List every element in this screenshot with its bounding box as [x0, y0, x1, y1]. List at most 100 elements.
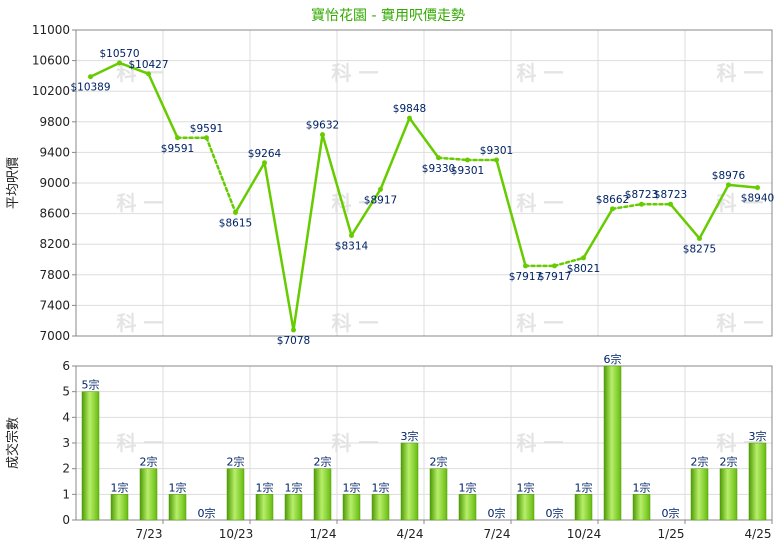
bar-value-label: 5宗 [82, 378, 100, 392]
line-segment [118, 61, 150, 76]
bar-value-label: 1宗 [575, 480, 593, 494]
bar [429, 468, 448, 521]
watermark-text: 科 一 [517, 311, 564, 335]
line-segment [263, 161, 295, 332]
watermark-text: 科 一 [717, 311, 764, 335]
y-tick-label: 1 [62, 487, 70, 501]
bar-value-label: 0宗 [198, 506, 216, 520]
bar-value-label: 2宗 [720, 455, 738, 469]
y-tick-label: 3 [62, 436, 70, 450]
data-label: $8662 [596, 194, 629, 206]
line-segment [408, 116, 440, 160]
bar-value-label: 6宗 [604, 352, 622, 366]
x-tick-label: 7/24 [484, 527, 511, 541]
y-tick-label: 7400 [39, 298, 70, 312]
y-tick-label: 9000 [39, 176, 70, 190]
line-segment [437, 156, 469, 162]
data-label: $7078 [277, 335, 310, 347]
data-point [581, 255, 586, 261]
data-label: $8021 [567, 263, 600, 275]
watermark-text: 科 一 [332, 61, 379, 85]
data-label: $7917 [538, 271, 571, 283]
line-segment [727, 183, 759, 189]
bar-value-label: 1宗 [169, 480, 187, 494]
bar-value-label: 2宗 [430, 455, 448, 469]
data-label: $9330 [422, 163, 455, 175]
data-point [117, 60, 122, 66]
line-segment [698, 183, 730, 240]
data-point [204, 135, 209, 141]
bar [516, 494, 535, 521]
data-point [726, 182, 731, 188]
bar [313, 468, 332, 521]
bar-value-label: 1宗 [256, 480, 274, 494]
data-point [407, 115, 412, 121]
bar-value-label: 1宗 [343, 480, 361, 494]
y-tick-label: 7800 [39, 268, 70, 282]
watermark-text: 科 一 [117, 191, 164, 215]
data-point [494, 157, 499, 163]
bar-value-label: 1宗 [459, 480, 477, 494]
data-point [146, 71, 151, 77]
bar [632, 494, 651, 521]
data-point [755, 185, 760, 191]
y-axis-title: 平均呎價 [6, 157, 21, 209]
bar-value-label: 1宗 [633, 480, 651, 494]
data-label: $8723 [625, 189, 658, 201]
line-segment [89, 61, 121, 78]
data-point [88, 74, 93, 80]
bar-value-label: 0宗 [662, 506, 680, 520]
data-point [349, 232, 354, 238]
data-point [233, 209, 238, 215]
x-tick-label: 7/23 [136, 527, 163, 541]
watermark-text: 科 一 [517, 61, 564, 85]
bar-value-label: 0宗 [488, 506, 506, 520]
data-label: $8976 [712, 170, 746, 182]
data-label: $9632 [306, 120, 339, 132]
y-tick-label: 7000 [39, 329, 70, 343]
x-tick-label: 1/25 [658, 527, 685, 541]
y-tick-label: 10600 [32, 54, 70, 68]
bar [458, 494, 477, 521]
y-tick-label: 9400 [39, 145, 70, 159]
bar [603, 365, 622, 521]
watermark-text: 科 一 [517, 191, 564, 215]
data-label: $10427 [128, 59, 168, 71]
data-point [291, 327, 296, 333]
data-point [175, 135, 180, 141]
plot-frame [75, 29, 773, 337]
bar [690, 468, 709, 521]
data-label: $9591 [161, 143, 194, 155]
watermark-text: 科 一 [717, 61, 764, 85]
bar-value-label: 3宗 [401, 429, 419, 443]
x-tick-label: 10/23 [219, 527, 254, 541]
data-label: $7917 [509, 271, 542, 283]
data-label: $9301 [451, 165, 484, 177]
bar [255, 494, 274, 521]
data-label: $10570 [99, 48, 139, 60]
data-label: $8275 [683, 243, 716, 255]
bar [371, 494, 390, 521]
y-axis-title: 成交宗數 [5, 417, 21, 469]
bar [342, 494, 361, 521]
data-point [436, 155, 441, 161]
bar-value-label: 1宗 [285, 480, 303, 494]
line-segment [234, 161, 266, 214]
bar-value-label: 1宗 [111, 480, 129, 494]
x-tick-label: 10/24 [567, 527, 602, 541]
data-label: $8615 [219, 217, 252, 229]
y-tick-label: 11000 [32, 23, 70, 37]
y-tick-label: 10200 [32, 84, 70, 98]
y-tick-label: 8600 [39, 207, 70, 221]
line-segment [205, 136, 237, 214]
data-point [262, 160, 267, 166]
data-point [552, 263, 557, 269]
line-segment [292, 133, 324, 332]
bar [284, 494, 303, 521]
bar-value-label: 3宗 [749, 429, 767, 443]
data-point [697, 235, 702, 241]
y-tick-label: 4 [62, 410, 70, 424]
data-label: $8723 [654, 189, 687, 201]
